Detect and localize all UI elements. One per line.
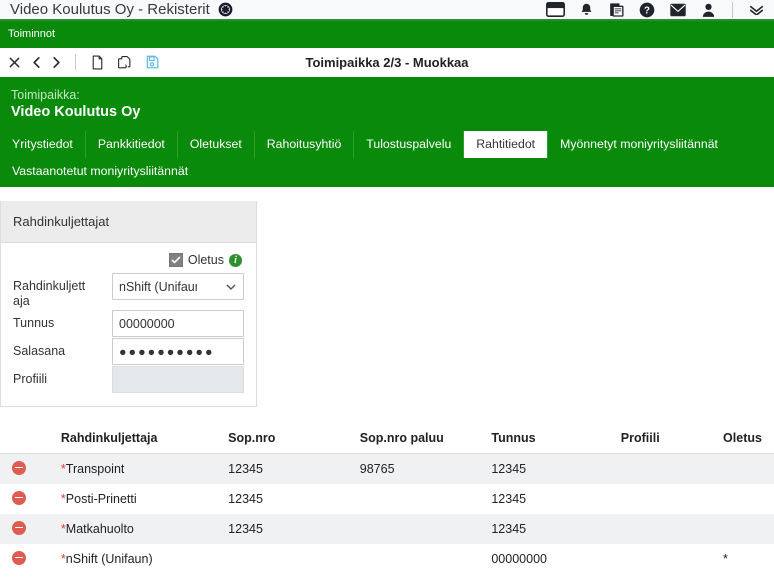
- svg-text:?: ?: [644, 5, 650, 16]
